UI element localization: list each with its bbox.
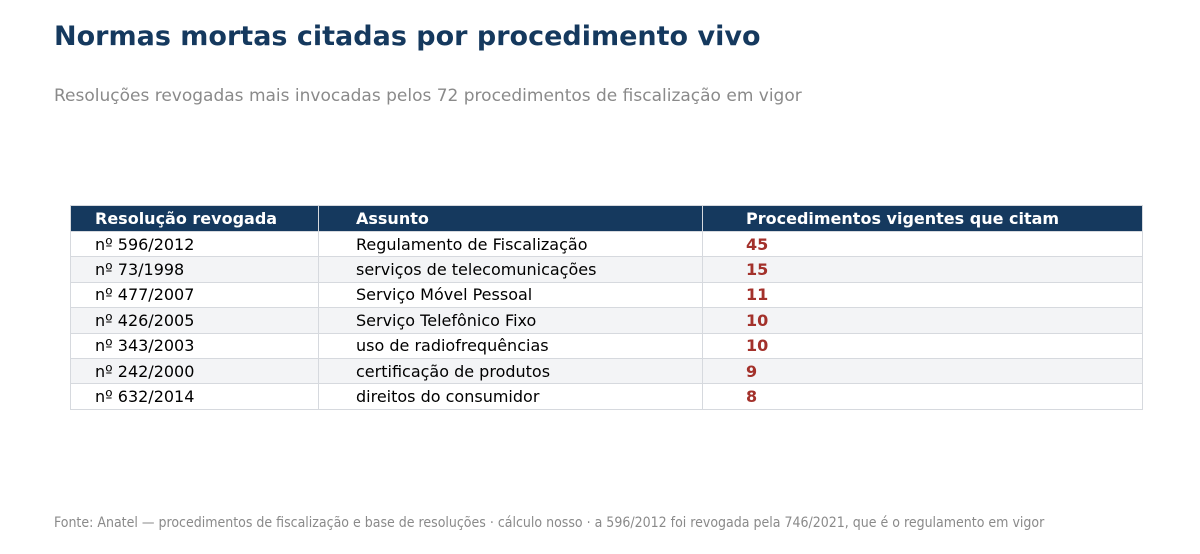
chart-title: Normas mortas citadas por procedimento v… xyxy=(54,21,761,52)
table-row: nº 73/1998 serviços de telecomunicações … xyxy=(70,256,1143,283)
resolucao-cell: nº 632/2014 xyxy=(70,383,319,410)
table-row: nº 426/2005 Serviço Telefônico Fixo 10 xyxy=(70,307,1143,334)
procedimentos-count-cell: 9 xyxy=(702,357,1143,385)
table-row: nº 596/2012 Regulamento de Fiscalização … xyxy=(70,230,1143,258)
procedimentos-count-cell: 15 xyxy=(702,256,1143,283)
resolucao-cell: nº 343/2003 xyxy=(70,332,319,359)
table-header-row: Resolução revogada Assunto Procedimentos… xyxy=(70,205,1143,232)
table-row: nº 632/2014 direitos do consumidor 8 xyxy=(70,383,1143,410)
assunto-cell: uso de radiofrequências xyxy=(318,332,703,359)
source-note: Fonte: Anatel — procedimentos de fiscali… xyxy=(54,515,1045,531)
assunto-cell: Regulamento de Fiscalização xyxy=(318,230,703,258)
procedimentos-count-cell: 45 xyxy=(702,230,1143,258)
procedimentos-count-cell: 10 xyxy=(702,332,1143,359)
table-body: nº 596/2012 Regulamento de Fiscalização … xyxy=(70,230,1143,410)
assunto-cell: Serviço Móvel Pessoal xyxy=(318,281,703,309)
procedimentos-count-cell: 11 xyxy=(702,281,1143,309)
citations-table: Resolução revogada Assunto Procedimentos… xyxy=(70,205,1143,410)
column-header-assunto: Assunto xyxy=(318,205,703,232)
column-header-resolucao: Resolução revogada xyxy=(70,205,319,232)
column-header-procedimentos: Procedimentos vigentes que citam xyxy=(702,205,1143,232)
assunto-cell: serviços de telecomunicações xyxy=(318,256,703,283)
procedimentos-count-cell: 8 xyxy=(702,383,1143,410)
resolucao-cell: nº 596/2012 xyxy=(70,230,319,258)
procedimentos-count-cell: 10 xyxy=(702,307,1143,334)
assunto-cell: direitos do consumidor xyxy=(318,383,703,410)
resolucao-cell: nº 477/2007 xyxy=(70,281,319,309)
chart-subtitle: Resoluções revogadas mais invocadas pelo… xyxy=(54,86,802,106)
table-row: nº 242/2000 certificação de produtos 9 xyxy=(70,357,1143,385)
assunto-cell: certificação de produtos xyxy=(318,357,703,385)
resolucao-cell: nº 242/2000 xyxy=(70,357,319,385)
assunto-cell: Serviço Telefônico Fixo xyxy=(318,307,703,334)
resolucao-cell: nº 426/2005 xyxy=(70,307,319,334)
resolucao-cell: nº 73/1998 xyxy=(70,256,319,283)
table-row: nº 343/2003 uso de radiofrequências 10 xyxy=(70,332,1143,359)
table-row: nº 477/2007 Serviço Móvel Pessoal 11 xyxy=(70,281,1143,309)
